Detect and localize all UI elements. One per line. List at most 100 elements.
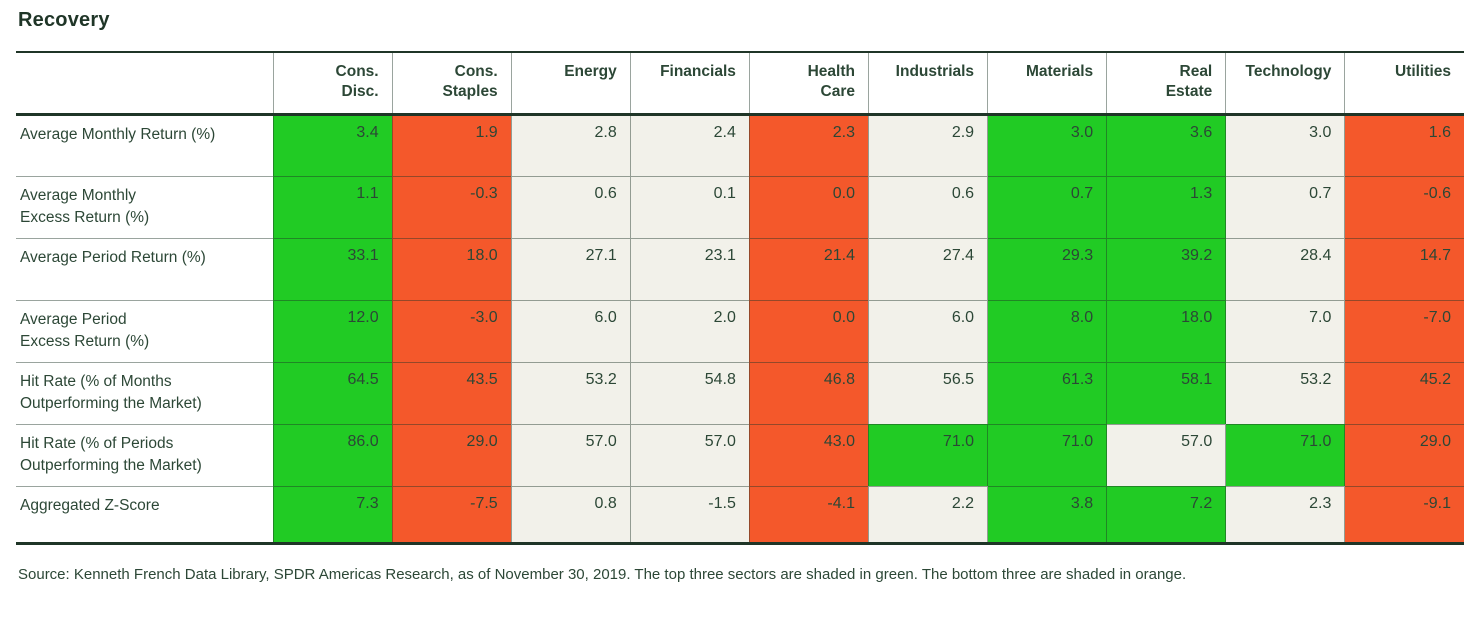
value-cell: 1.9 [391,114,512,176]
value-cell: 29.0 [1344,423,1464,486]
value-cell: 71.0 [1225,423,1345,486]
value-cell: 0.6 [510,175,631,238]
column-header-real-estate: Real Estate [1106,51,1226,116]
table-row: Hit Rate (% of Months Outperforming the … [16,361,1464,424]
table-row: Average Period Excess Return (%) 12.0 -3.0… [16,299,1464,362]
column-header-cons-staples: Cons. Staples [391,51,512,116]
value-cell: 18.0 [391,237,512,300]
value-cell: 3.8 [987,485,1107,545]
value-cell: 7.0 [1225,299,1345,362]
table-body: Average Monthly Return (%) 3.4 1.9 2.8 2.4 2.… [16,114,1464,545]
value-cell: -4.1 [748,485,869,545]
value-cell: 6.0 [867,299,988,362]
value-cell: 12.0 [272,299,393,362]
section-title: Recovery [18,9,110,31]
value-cell: 0.0 [748,299,869,362]
value-cell: 86.0 [272,423,393,486]
value-cell: 57.0 [629,423,750,486]
value-cell: 61.3 [987,361,1107,424]
value-cell: 1.3 [1106,175,1226,238]
value-cell: 57.0 [510,423,631,486]
column-header-energy: Energy [510,51,631,116]
row-label: Average Period Excess Return (%) [16,299,273,362]
value-cell: -0.3 [391,175,512,238]
value-cell: 2.4 [629,114,750,176]
value-cell: 39.2 [1106,237,1226,300]
value-cell: 3.0 [987,114,1107,176]
value-cell: 6.0 [510,299,631,362]
value-cell: 64.5 [272,361,393,424]
value-cell: 7.2 [1106,485,1226,545]
table-row: Average Period Return (%) 33.1 18.0 27.1 23.… [16,237,1464,300]
value-cell: 3.6 [1106,114,1226,176]
value-cell: -9.1 [1344,485,1464,545]
row-label: Hit Rate (% of Periods Outperforming the… [16,423,273,486]
value-cell: 71.0 [987,423,1107,486]
row-label: Average Period Return (%) [16,237,273,300]
value-cell: 0.8 [510,485,631,545]
value-cell: 23.1 [629,237,750,300]
value-cell: -1.5 [629,485,750,545]
value-cell: 2.0 [629,299,750,362]
column-header-technology: Technology [1225,51,1345,116]
value-cell: 33.1 [272,237,393,300]
row-label: Average Monthly Return (%) [16,114,273,176]
value-cell: 1.1 [272,175,393,238]
value-cell: 53.2 [510,361,631,424]
value-cell: 29.0 [391,423,512,486]
table-row: Aggregated Z-Score 7.3 -7.5 0.8 -1.5 -4.1 2.2 3… [16,485,1464,545]
value-cell: 53.2 [1225,361,1345,424]
value-cell: 43.5 [391,361,512,424]
row-label: Aggregated Z-Score [16,485,273,545]
value-cell: 0.0 [748,175,869,238]
value-cell: -3.0 [391,299,512,362]
value-cell: 2.9 [867,114,988,176]
table-row: Hit Rate (% of Periods Outperforming the… [16,423,1464,486]
row-label-column-header [16,51,273,116]
value-cell: 2.3 [748,114,869,176]
value-cell: 1.6 [1344,114,1464,176]
value-cell: 14.7 [1344,237,1464,300]
column-header-industrials: Industrials [867,51,988,116]
value-cell: 2.2 [867,485,988,545]
value-cell: 0.1 [629,175,750,238]
table-row: Average Monthly Excess Return (%) 1.1 -0.3… [16,175,1464,238]
value-cell: 0.6 [867,175,988,238]
value-cell: 0.7 [1225,175,1345,238]
table-header: Cons. Disc. Cons. Staples Energy Financials… [16,51,1464,116]
value-cell: 71.0 [867,423,988,486]
value-cell: 0.7 [987,175,1107,238]
value-cell: 3.0 [1225,114,1345,176]
value-cell: -7.5 [391,485,512,545]
value-cell: 2.8 [510,114,631,176]
value-cell: 56.5 [867,361,988,424]
value-cell: 28.4 [1225,237,1345,300]
source-note: Source: Kenneth French Data Library, SPD… [18,565,1187,583]
value-cell: 29.3 [987,237,1107,300]
report-section: Recovery Cons. Disc. Cons. Staples Energy F… [16,9,1464,583]
value-cell: 58.1 [1106,361,1226,424]
column-header-health-care: Health Care [748,51,869,116]
value-cell: 18.0 [1106,299,1226,362]
value-cell: 3.4 [272,114,393,176]
column-header-row: Cons. Disc. Cons. Staples Energy Financials… [16,51,1464,116]
value-cell: 54.8 [629,361,750,424]
row-label: Hit Rate (% of Months Outperforming the … [16,361,273,424]
column-header-utilities: Utilities [1344,51,1464,116]
value-cell: 8.0 [987,299,1107,362]
value-cell: 45.2 [1344,361,1464,424]
value-cell: -7.0 [1344,299,1464,362]
value-cell: 43.0 [748,423,869,486]
value-cell: 2.3 [1225,485,1345,545]
value-cell: 7.3 [272,485,393,545]
table-row: Average Monthly Return (%) 3.4 1.9 2.8 2.4 2.… [16,114,1464,176]
value-cell: 27.4 [867,237,988,300]
value-cell: 27.1 [510,237,631,300]
value-cell: 57.0 [1106,423,1226,486]
row-label: Average Monthly Excess Return (%) [16,175,273,238]
column-header-financials: Financials [629,51,750,116]
recovery-table: Cons. Disc. Cons. Staples Energy Financials… [16,51,1464,545]
value-cell: 46.8 [748,361,869,424]
column-header-cons-disc: Cons. Disc. [272,51,393,116]
column-header-materials: Materials [987,51,1107,116]
